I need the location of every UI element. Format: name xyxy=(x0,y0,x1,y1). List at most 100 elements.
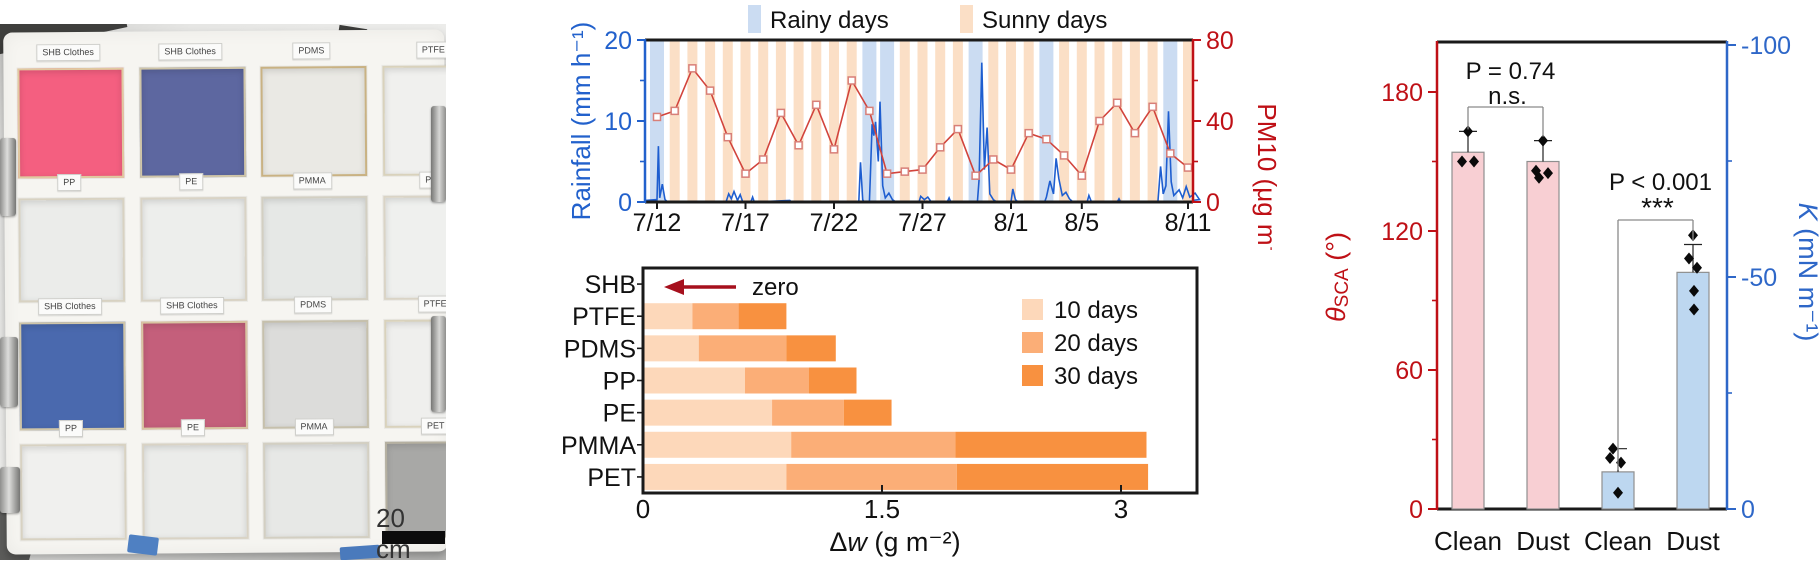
svg-text:Clean: Clean xyxy=(1584,526,1652,556)
sample-cell xyxy=(141,320,248,430)
svg-text:60: 60 xyxy=(1395,357,1423,385)
sample-tag: PDMS xyxy=(294,296,333,314)
sample-cell xyxy=(263,442,370,539)
sample-rack-photo: SHB Clothes SHB Clothes PDMS PTFE PP PE PMMA PE… xyxy=(0,24,446,560)
x-axis-title: Δw (g m⁻²) xyxy=(829,527,960,557)
svg-text:0: 0 xyxy=(618,189,632,217)
svg-text:SHB: SHB xyxy=(585,271,636,299)
left-axis: 0 10 20 Rainfall (mm h⁻¹) xyxy=(566,22,645,221)
svg-text:Rainfall (mm h⁻¹): Rainfall (mm h⁻¹) xyxy=(566,22,596,221)
sample-tag: PE xyxy=(180,419,206,437)
sample-cell xyxy=(20,443,127,541)
bar-series xyxy=(643,303,1149,490)
svg-text:8/1: 8/1 xyxy=(994,209,1029,237)
svg-text:0: 0 xyxy=(1741,496,1755,524)
sample-tag: PDMS xyxy=(292,42,331,60)
chart-frame xyxy=(643,38,1195,204)
wettability-chart: 0 60 120 180 0 -50 -100 θSCA (°) K (mN m⁻¹) Clean… xyxy=(1321,32,1819,556)
svg-text:PE: PE xyxy=(603,400,636,428)
svg-text:Sunny days: Sunny days xyxy=(982,7,1107,34)
svg-text:1.5: 1.5 xyxy=(864,494,900,524)
pm10-series xyxy=(652,64,1193,180)
scale-bar xyxy=(382,531,445,544)
metal-clip xyxy=(0,337,18,407)
sample-cell xyxy=(19,321,126,431)
svg-text:30 days: 30 days xyxy=(1054,363,1138,390)
svg-text:Rainy days: Rainy days xyxy=(770,7,889,34)
svg-text:PP: PP xyxy=(603,368,636,396)
svg-text:7/27: 7/27 xyxy=(898,209,947,237)
svg-text:7/17: 7/17 xyxy=(721,209,770,237)
sample-rack: SHB Clothes SHB Clothes PDMS PTFE PP PE PMMA PE… xyxy=(3,29,446,555)
svg-text:PDMS: PDMS xyxy=(564,335,636,363)
sample-tag: SHB Clothes xyxy=(158,43,222,61)
svg-text:Clean: Clean xyxy=(1434,526,1502,556)
sample-cell xyxy=(260,66,368,177)
svg-text:n.s.: n.s. xyxy=(1488,83,1527,110)
sample-tag: SHB Clothes xyxy=(38,297,102,316)
sample-cell xyxy=(261,196,369,301)
left-axis-title: θSCA (°) xyxy=(1321,232,1353,322)
svg-text:Dust: Dust xyxy=(1666,526,1720,556)
svg-text:PM10 (μg m⁻³): PM10 (μg m⁻³) xyxy=(1252,103,1282,250)
svg-text:10: 10 xyxy=(604,108,632,136)
svg-text:10 days: 10 days xyxy=(1054,297,1138,324)
svg-text:zero: zero xyxy=(752,274,799,301)
sample-cell xyxy=(262,320,369,429)
svg-text:P < 0.001: P < 0.001 xyxy=(1609,169,1712,196)
metal-hinge xyxy=(431,106,446,202)
sample-tag: PP xyxy=(57,174,82,192)
sample-cell xyxy=(139,66,247,178)
weather-chart: 0 10 20 Rainfall (mm h⁻¹) 0 40 80 PM10 (μg m⁻³)… xyxy=(566,5,1282,250)
svg-text:80: 80 xyxy=(1206,27,1234,55)
svg-text:20: 20 xyxy=(604,27,632,55)
svg-text:7/22: 7/22 xyxy=(810,209,859,237)
sample-tag: PMMA xyxy=(294,418,334,436)
svg-text:3: 3 xyxy=(1114,494,1128,524)
sample-tag: PMMA xyxy=(292,172,332,190)
svg-text:***: *** xyxy=(1641,192,1674,223)
svg-text:8/11: 8/11 xyxy=(1165,209,1212,237)
day-stripes xyxy=(650,41,1193,201)
sample-tag: SHB Clothes xyxy=(36,43,100,62)
x-axis: 7/12 7/17 7/22 7/27 8/1 8/5 8/11 xyxy=(633,202,1212,237)
svg-text:PET: PET xyxy=(587,464,636,492)
svg-text:0: 0 xyxy=(1206,189,1220,217)
svg-text:20 days: 20 days xyxy=(1054,330,1138,357)
sample-tag: PTFE xyxy=(417,295,446,313)
blue-tape xyxy=(127,534,159,556)
sample-cell xyxy=(140,196,248,302)
svg-text:PTFE: PTFE xyxy=(572,303,636,331)
metal-clip xyxy=(0,467,20,513)
sample-tag: SHB Clothes xyxy=(160,297,224,315)
svg-text:8/5: 8/5 xyxy=(1064,209,1099,237)
legend: Rainy days Sunny days xyxy=(748,5,1107,34)
significance-bracket: P < 0.001*** xyxy=(1609,169,1712,470)
svg-text:7/12: 7/12 xyxy=(633,209,682,237)
svg-text:-50: -50 xyxy=(1741,264,1777,292)
svg-text:-100: -100 xyxy=(1741,32,1791,60)
sample-tag: PET xyxy=(420,417,446,435)
svg-text:120: 120 xyxy=(1381,218,1423,246)
blue-tape xyxy=(339,544,381,560)
sample-cell xyxy=(383,195,446,300)
svg-text:180: 180 xyxy=(1381,79,1423,107)
sample-tag: PE xyxy=(179,173,204,191)
bar-groups xyxy=(1451,125,1710,510)
metal-hinge xyxy=(431,316,446,412)
zero-annotation: zero xyxy=(664,274,799,301)
sample-cell xyxy=(142,442,249,540)
sample-cell xyxy=(18,197,126,303)
significance-bracket: P = 0.74n.s. xyxy=(1466,58,1556,137)
svg-text:0: 0 xyxy=(1409,496,1423,524)
metal-clip xyxy=(0,138,16,216)
sample-cell xyxy=(17,67,125,179)
right-axis-title: K (mN m⁻¹) xyxy=(1793,203,1819,342)
right-axis: 0 40 80 PM10 (μg m⁻³) xyxy=(1193,27,1282,250)
sample-tag: PTFE xyxy=(415,41,446,59)
svg-text:PMMA: PMMA xyxy=(561,432,636,460)
svg-text:Dust: Dust xyxy=(1516,526,1570,556)
svg-text:P = 0.74: P = 0.74 xyxy=(1466,58,1556,85)
